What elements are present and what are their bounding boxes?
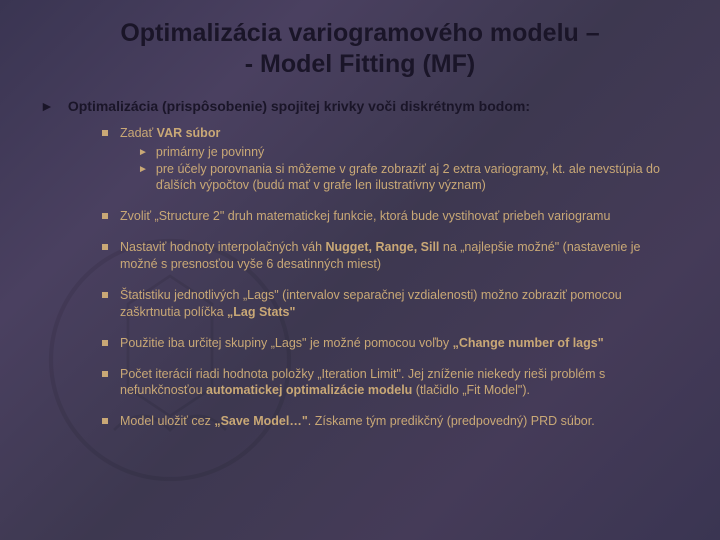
slide-title: Optimalizácia variogramového modelu – - …	[40, 18, 680, 81]
list-item: Zadať VAR súbor ► primárny je povinný ► …	[102, 125, 680, 195]
square-bullet-icon	[102, 418, 108, 424]
list-item: Zvoliť „Structure 2" druh matematickej f…	[102, 208, 680, 225]
arrow-icon: ►	[138, 163, 148, 177]
list-item: Nastaviť hodnoty interpolačných váh Nugg…	[102, 239, 680, 273]
item-text: Nastaviť hodnoty interpolačných váh Nugg…	[120, 239, 680, 273]
slide-container: Optimalizácia variogramového modelu – - …	[0, 0, 720, 464]
item-text: Model uložiť cez „Save Model…". Získame …	[120, 413, 595, 430]
level1-bullet: ► Optimalizácia (prispôsobenie) spojitej…	[40, 97, 680, 115]
square-bullet-icon	[102, 130, 108, 136]
square-bullet-icon	[102, 292, 108, 298]
list-item: Počet iterácií riadi hodnota položky „It…	[102, 366, 680, 400]
item-text: Použitie iba určitej skupiny „Lags" je m…	[120, 335, 604, 352]
square-bullet-icon	[102, 371, 108, 377]
square-bullet-icon	[102, 213, 108, 219]
arrow-icon: ►	[40, 98, 54, 114]
item-text: Štatistiku jednotlivých „Lags" (interval…	[120, 287, 680, 321]
square-bullet-icon	[102, 244, 108, 250]
item-text: Zvoliť „Structure 2" druh matematickej f…	[120, 208, 610, 225]
sub-item: ► primárny je povinný	[138, 144, 680, 160]
square-bullet-icon	[102, 340, 108, 346]
level2-list: Zadať VAR súbor ► primárny je povinný ► …	[102, 125, 680, 431]
arrow-icon: ►	[138, 146, 148, 160]
item-text: Zadať VAR súbor ► primárny je povinný ► …	[120, 125, 680, 195]
list-item: Štatistiku jednotlivých „Lags" (interval…	[102, 287, 680, 321]
item-text: Počet iterácií riadi hodnota položky „It…	[120, 366, 680, 400]
level1-text: Optimalizácia (prispôsobenie) spojitej k…	[68, 97, 530, 115]
list-item: Použitie iba určitej skupiny „Lags" je m…	[102, 335, 680, 352]
sub-item: ► pre účely porovnania si môžeme v grafe…	[138, 161, 680, 194]
list-item: Model uložiť cez „Save Model…". Získame …	[102, 413, 680, 430]
